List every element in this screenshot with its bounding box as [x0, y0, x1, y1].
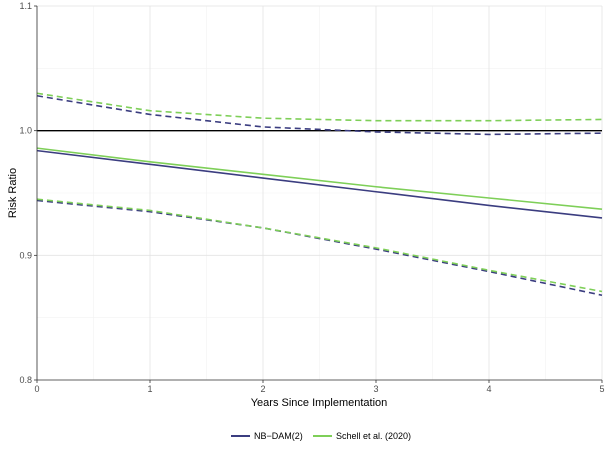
- legend-label-nb-dam: NB−DAM(2): [254, 431, 303, 441]
- y-tick-label: 1.0: [19, 126, 32, 136]
- x-tick-label: 0: [34, 384, 39, 394]
- axes: 0.8 0.9 1.0 1.1 0 1 2 3 4 5: [19, 1, 604, 394]
- x-tick-label: 4: [486, 384, 491, 394]
- series-nb-dam-estimate: [36, 149, 603, 219]
- y-tick-label: 1.1: [19, 1, 32, 11]
- y-tick-label: 0.8: [19, 375, 32, 385]
- x-tick-label: 1: [147, 384, 152, 394]
- x-tick-label: 5: [599, 384, 604, 394]
- y-axis-title: Risk Ratio: [7, 168, 19, 218]
- legend: NB−DAM(2) Schell et al. (2020): [231, 431, 411, 441]
- x-tick-label: 2: [260, 384, 265, 394]
- series-group: [36, 92, 603, 297]
- y-tick-label: 0.9: [19, 250, 32, 260]
- x-tick-label: 3: [373, 384, 378, 394]
- series-schell-upper-ci: [36, 92, 603, 122]
- series-schell-lower-ci: [36, 198, 603, 293]
- series-nb-dam-upper-ci: [36, 94, 603, 136]
- legend-label-schell: Schell et al. (2020): [336, 431, 411, 441]
- x-axis-title: Years Since Implementation: [251, 397, 388, 409]
- series-schell-estimate: [36, 147, 603, 211]
